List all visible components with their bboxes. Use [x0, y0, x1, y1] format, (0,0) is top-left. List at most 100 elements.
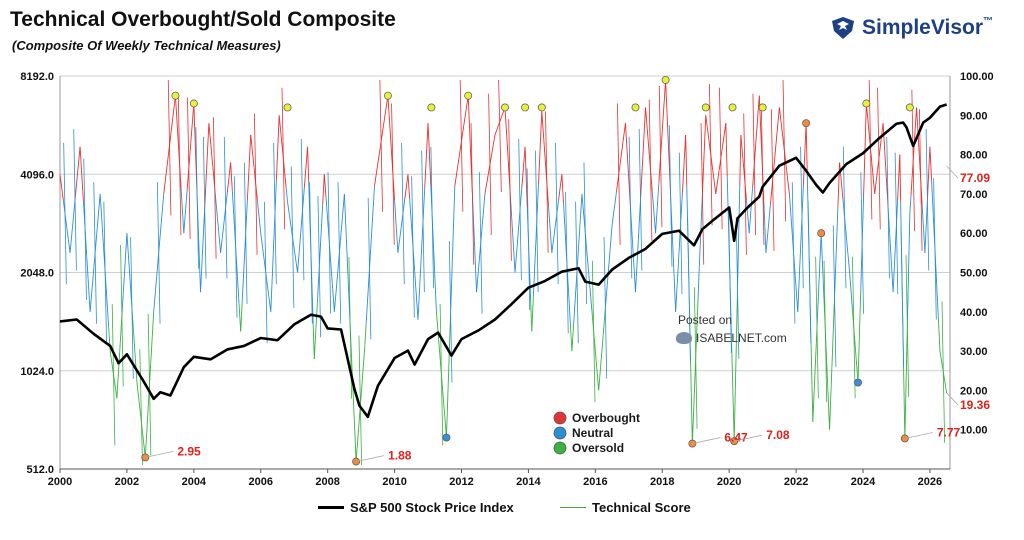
score-segment — [518, 138, 522, 281]
x-tick-label: 2006 — [249, 476, 273, 488]
score-segment — [617, 103, 621, 245]
score-segment — [456, 155, 460, 172]
x-tick-label: 2002 — [115, 476, 139, 488]
score-segment — [258, 216, 262, 234]
score-segment — [315, 297, 319, 329]
score-segment — [414, 271, 417, 296]
score-segment — [133, 332, 136, 358]
score-segment — [735, 217, 740, 359]
score-segment — [506, 134, 509, 163]
score-segment — [765, 228, 769, 253]
score-segment — [717, 170, 720, 183]
score-segment — [548, 205, 551, 230]
score-segment — [508, 119, 512, 261]
score-segment — [602, 307, 606, 336]
callout-label: 7.08 — [766, 428, 790, 442]
score-segment — [671, 234, 675, 274]
callout-leader — [356, 455, 385, 463]
score-segment — [668, 125, 673, 267]
value-callouts: 2.95 1.88 6.47 7.08 7.77 19.36 77.09 — [145, 165, 990, 463]
chart-subtitle: (Composite Of Weekly Technical Measures) — [12, 38, 281, 53]
legend-label-sp500: S&P 500 Stock Price Index — [350, 500, 514, 515]
score-segment — [193, 103, 196, 135]
score-segment — [798, 248, 802, 281]
score-segment — [800, 146, 804, 289]
x-tick-label: 2004 — [182, 476, 207, 488]
score-segment — [452, 186, 456, 228]
marker-overbought — [521, 103, 530, 112]
x-tick-label: 2016 — [583, 476, 607, 488]
x-tick-label: 2026 — [918, 476, 942, 488]
callout-leader — [904, 432, 933, 439]
score-segment — [101, 220, 104, 247]
score-segment — [477, 259, 480, 276]
score-segment — [218, 231, 222, 253]
score-segment — [886, 136, 890, 279]
score-segment — [706, 128, 710, 142]
score-segment — [931, 180, 934, 215]
score-segment — [114, 382, 117, 391]
score-segment — [909, 195, 912, 214]
score-segment — [136, 382, 139, 396]
score-segment — [653, 212, 657, 234]
score-segment — [146, 408, 149, 434]
score-segment — [494, 130, 498, 136]
score-segment — [86, 256, 89, 285]
score-segment — [424, 155, 427, 189]
score-segment — [387, 95, 391, 122]
score-segment — [442, 395, 446, 417]
score-segment — [96, 213, 99, 234]
score-segment — [103, 201, 107, 344]
score-segment — [850, 290, 853, 310]
score-segment — [439, 303, 444, 446]
score-segment — [538, 148, 541, 185]
score-segment — [181, 210, 185, 234]
score-segment — [690, 392, 693, 444]
score-segment — [491, 144, 494, 155]
score-segment — [939, 351, 942, 359]
score-segment — [893, 246, 896, 270]
marker-overbought — [189, 99, 198, 108]
score-segment — [767, 204, 771, 229]
score-segment — [704, 115, 707, 142]
score-segment — [89, 292, 93, 312]
score-segment — [370, 213, 374, 242]
score-segment — [835, 206, 839, 252]
score-segment — [829, 385, 832, 430]
score-segment — [620, 140, 624, 158]
score-segment — [641, 138, 645, 170]
score-segment — [734, 339, 737, 391]
score-segment — [451, 227, 454, 270]
score-segment — [820, 233, 824, 266]
score-segment — [596, 370, 600, 391]
score-segment — [603, 237, 608, 379]
marker-overbought — [758, 103, 767, 112]
score-segment — [581, 193, 584, 208]
legend-swatch-score — [560, 507, 586, 508]
score-segment — [87, 284, 91, 312]
marker-overbought — [905, 103, 914, 112]
score-segment — [391, 103, 395, 245]
score-segment — [236, 275, 240, 304]
score-segment — [936, 282, 939, 318]
score-segment — [317, 195, 322, 338]
score-segment — [194, 134, 197, 167]
score-segment — [479, 172, 483, 314]
right-tick-label: 80.00 — [960, 150, 988, 162]
score-segment — [817, 264, 821, 297]
score-segment — [365, 296, 369, 324]
score-segment — [253, 113, 258, 255]
legend-dot-neutral — [553, 426, 567, 440]
score-segment — [202, 136, 207, 279]
score-segment — [645, 107, 648, 129]
score-segment — [337, 182, 342, 324]
score-segment — [248, 134, 252, 168]
score-segment — [782, 79, 787, 222]
score-segment — [123, 260, 126, 289]
score-segment — [730, 335, 734, 389]
score-segment — [167, 79, 172, 216]
score-segment — [899, 154, 902, 202]
score-segment — [93, 182, 97, 324]
score-segment — [312, 323, 315, 359]
